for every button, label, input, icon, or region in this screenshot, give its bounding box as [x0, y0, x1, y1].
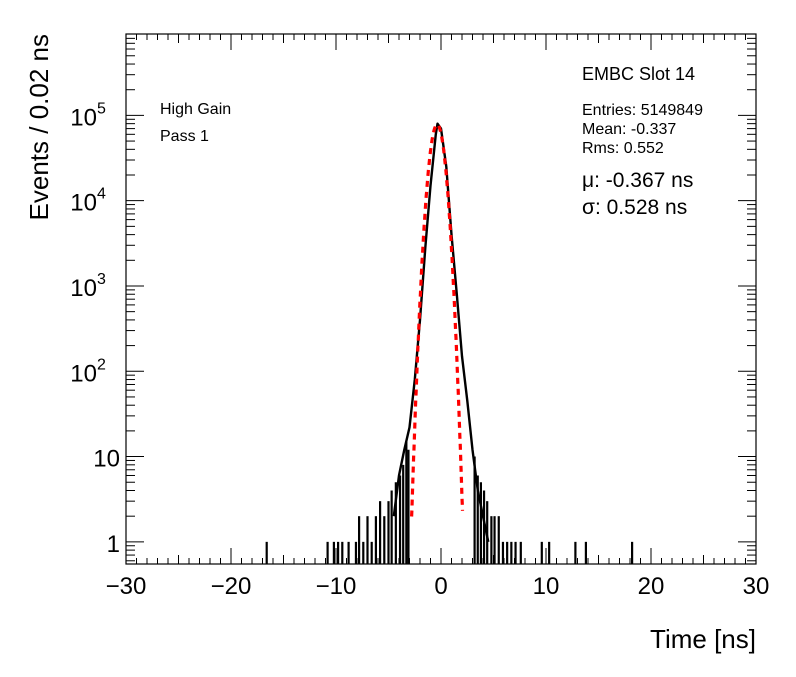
- y-tick-exponent: 3: [97, 271, 106, 288]
- fit-sigma: σ: 0.528 ns: [582, 196, 687, 219]
- histogram-series: [265, 122, 634, 564]
- x-tick-label: −30: [106, 573, 147, 600]
- stats-title: EMBC Slot 14: [582, 64, 695, 84]
- y-tick-label: 1: [107, 531, 120, 558]
- x-tick-label: −20: [211, 573, 252, 600]
- y-tick-label: 10: [70, 190, 97, 217]
- y-tick-exponent: 5: [97, 100, 106, 117]
- x-tick-label: 30: [743, 573, 770, 600]
- y-axis-label: Events / 0.02 ns: [24, 34, 54, 220]
- x-tick-label: −10: [316, 573, 357, 600]
- gaussian-fit-series: [410, 122, 465, 517]
- legend-pass: Pass 1: [160, 128, 209, 145]
- legend-gain: High Gain: [160, 101, 231, 118]
- x-tick-label: 0: [434, 573, 447, 600]
- y-tick-label: 10: [70, 360, 97, 387]
- stats-entries: Entries: 5149849: [582, 102, 703, 119]
- fit-mu: μ: -0.367 ns: [582, 169, 693, 192]
- y-tick-label: 10: [70, 275, 97, 302]
- x-tick-label: 20: [638, 573, 665, 600]
- fit-curve: [410, 122, 465, 517]
- x-axis-label: Time [ns]: [650, 624, 756, 654]
- stats-rms: Rms: 0.552: [582, 140, 664, 157]
- x-axis-ticks: −30 −20 −10 0 10 20 30: [106, 34, 770, 600]
- plot-frame: [125, 33, 757, 565]
- x-tick-label: 10: [533, 573, 560, 600]
- stats-mean: Mean: -0.337: [582, 121, 676, 138]
- y-tick-exponent: 4: [97, 186, 106, 203]
- y-tick-label: 10: [70, 104, 97, 131]
- y-tick-label: 10: [93, 446, 120, 473]
- y-tick-exponent: 2: [97, 356, 106, 373]
